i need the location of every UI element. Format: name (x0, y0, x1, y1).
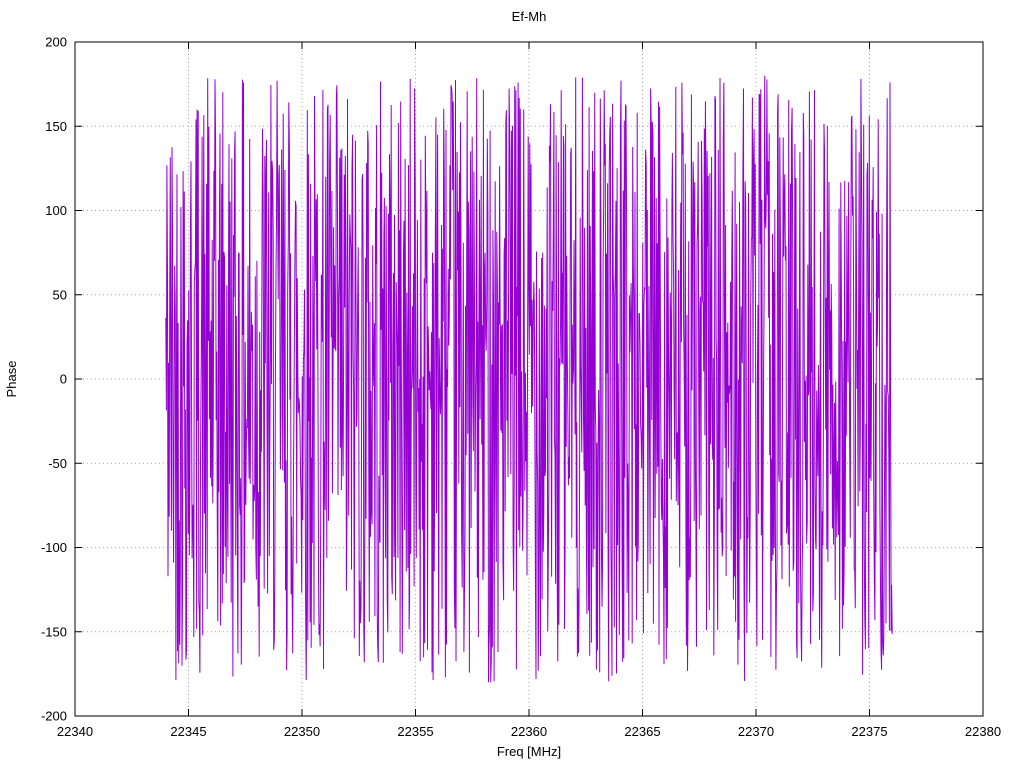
x-tick-label: 22345 (170, 724, 206, 739)
x-tick-label: 22370 (738, 724, 774, 739)
x-tick-label: 22375 (851, 724, 887, 739)
data-series-line (165, 75, 893, 683)
y-tick-label: -200 (41, 709, 67, 724)
x-tick-label: 22380 (965, 724, 1001, 739)
x-axis-label: Freq [MHz] (497, 744, 561, 759)
y-tick-label: 50 (53, 287, 67, 302)
y-tick-label: 100 (45, 203, 67, 218)
y-tick-label: -50 (48, 456, 67, 471)
plot-border (74, 41, 984, 717)
y-tick-label: -150 (41, 624, 67, 639)
y-tick-label: -100 (41, 540, 67, 555)
x-tick-label: 22340 (57, 724, 93, 739)
x-tick-label: 22360 (511, 724, 547, 739)
y-axis-label: Phase (4, 361, 19, 398)
x-tick-label: 22365 (624, 724, 660, 739)
y-tick-label: 0 (60, 372, 67, 387)
y-tick-label: 150 (45, 119, 67, 134)
chart-title: Ef-Mh (512, 9, 547, 24)
axis-tick-labels: 22340 22345 22350 22355 22360 22365 22370 22375… (41, 35, 1001, 740)
x-tick-label: 22355 (397, 724, 433, 739)
x-tick-label: 22350 (284, 724, 320, 739)
y-tick-label: 200 (45, 35, 67, 50)
